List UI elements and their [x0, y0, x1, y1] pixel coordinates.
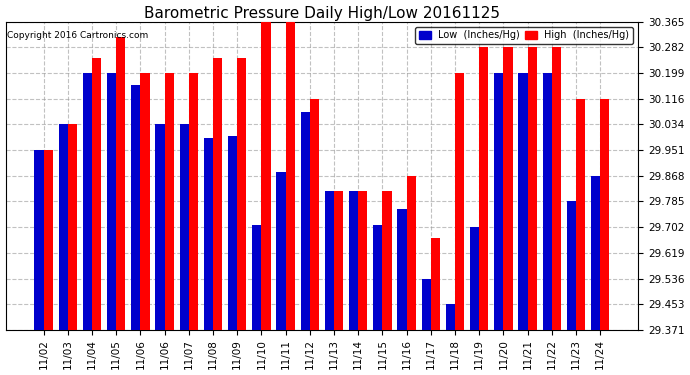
Bar [406, 176, 416, 330]
Bar [301, 112, 310, 330]
Bar [189, 73, 198, 330]
Bar [155, 124, 164, 330]
Bar [213, 58, 222, 330]
Bar [237, 58, 246, 330]
Bar [83, 73, 92, 330]
Bar [397, 209, 406, 330]
Bar [204, 138, 213, 330]
Bar [494, 73, 504, 330]
Title: Barometric Pressure Daily High/Low 20161125: Barometric Pressure Daily High/Low 20161… [144, 6, 500, 21]
Bar [252, 225, 262, 330]
Bar [140, 73, 150, 330]
Bar [358, 190, 367, 330]
Bar [334, 190, 343, 330]
Bar [567, 201, 576, 330]
Bar [373, 225, 382, 330]
Bar [600, 99, 609, 330]
Bar [504, 48, 513, 330]
Bar [59, 124, 68, 330]
Bar [552, 48, 561, 330]
Bar [576, 99, 585, 330]
Bar [179, 124, 189, 330]
Bar [349, 190, 358, 330]
Bar [446, 304, 455, 330]
Bar [591, 176, 600, 330]
Bar [277, 172, 286, 330]
Bar [518, 73, 528, 330]
Bar [164, 73, 174, 330]
Bar [116, 37, 126, 330]
Bar [286, 22, 295, 330]
Bar [431, 238, 440, 330]
Bar [422, 279, 431, 330]
Legend: Low  (Inches/Hg), High  (Inches/Hg): Low (Inches/Hg), High (Inches/Hg) [415, 27, 633, 44]
Bar [262, 22, 270, 330]
Bar [480, 48, 489, 330]
Bar [382, 190, 392, 330]
Bar [34, 150, 43, 330]
Bar [92, 58, 101, 330]
Bar [325, 190, 334, 330]
Bar [528, 48, 537, 330]
Bar [542, 73, 552, 330]
Bar [43, 150, 52, 330]
Bar [228, 136, 237, 330]
Bar [131, 85, 140, 330]
Bar [470, 227, 480, 330]
Bar [107, 73, 116, 330]
Text: Copyright 2016 Cartronics.com: Copyright 2016 Cartronics.com [7, 31, 148, 40]
Bar [68, 124, 77, 330]
Bar [455, 73, 464, 330]
Bar [310, 99, 319, 330]
